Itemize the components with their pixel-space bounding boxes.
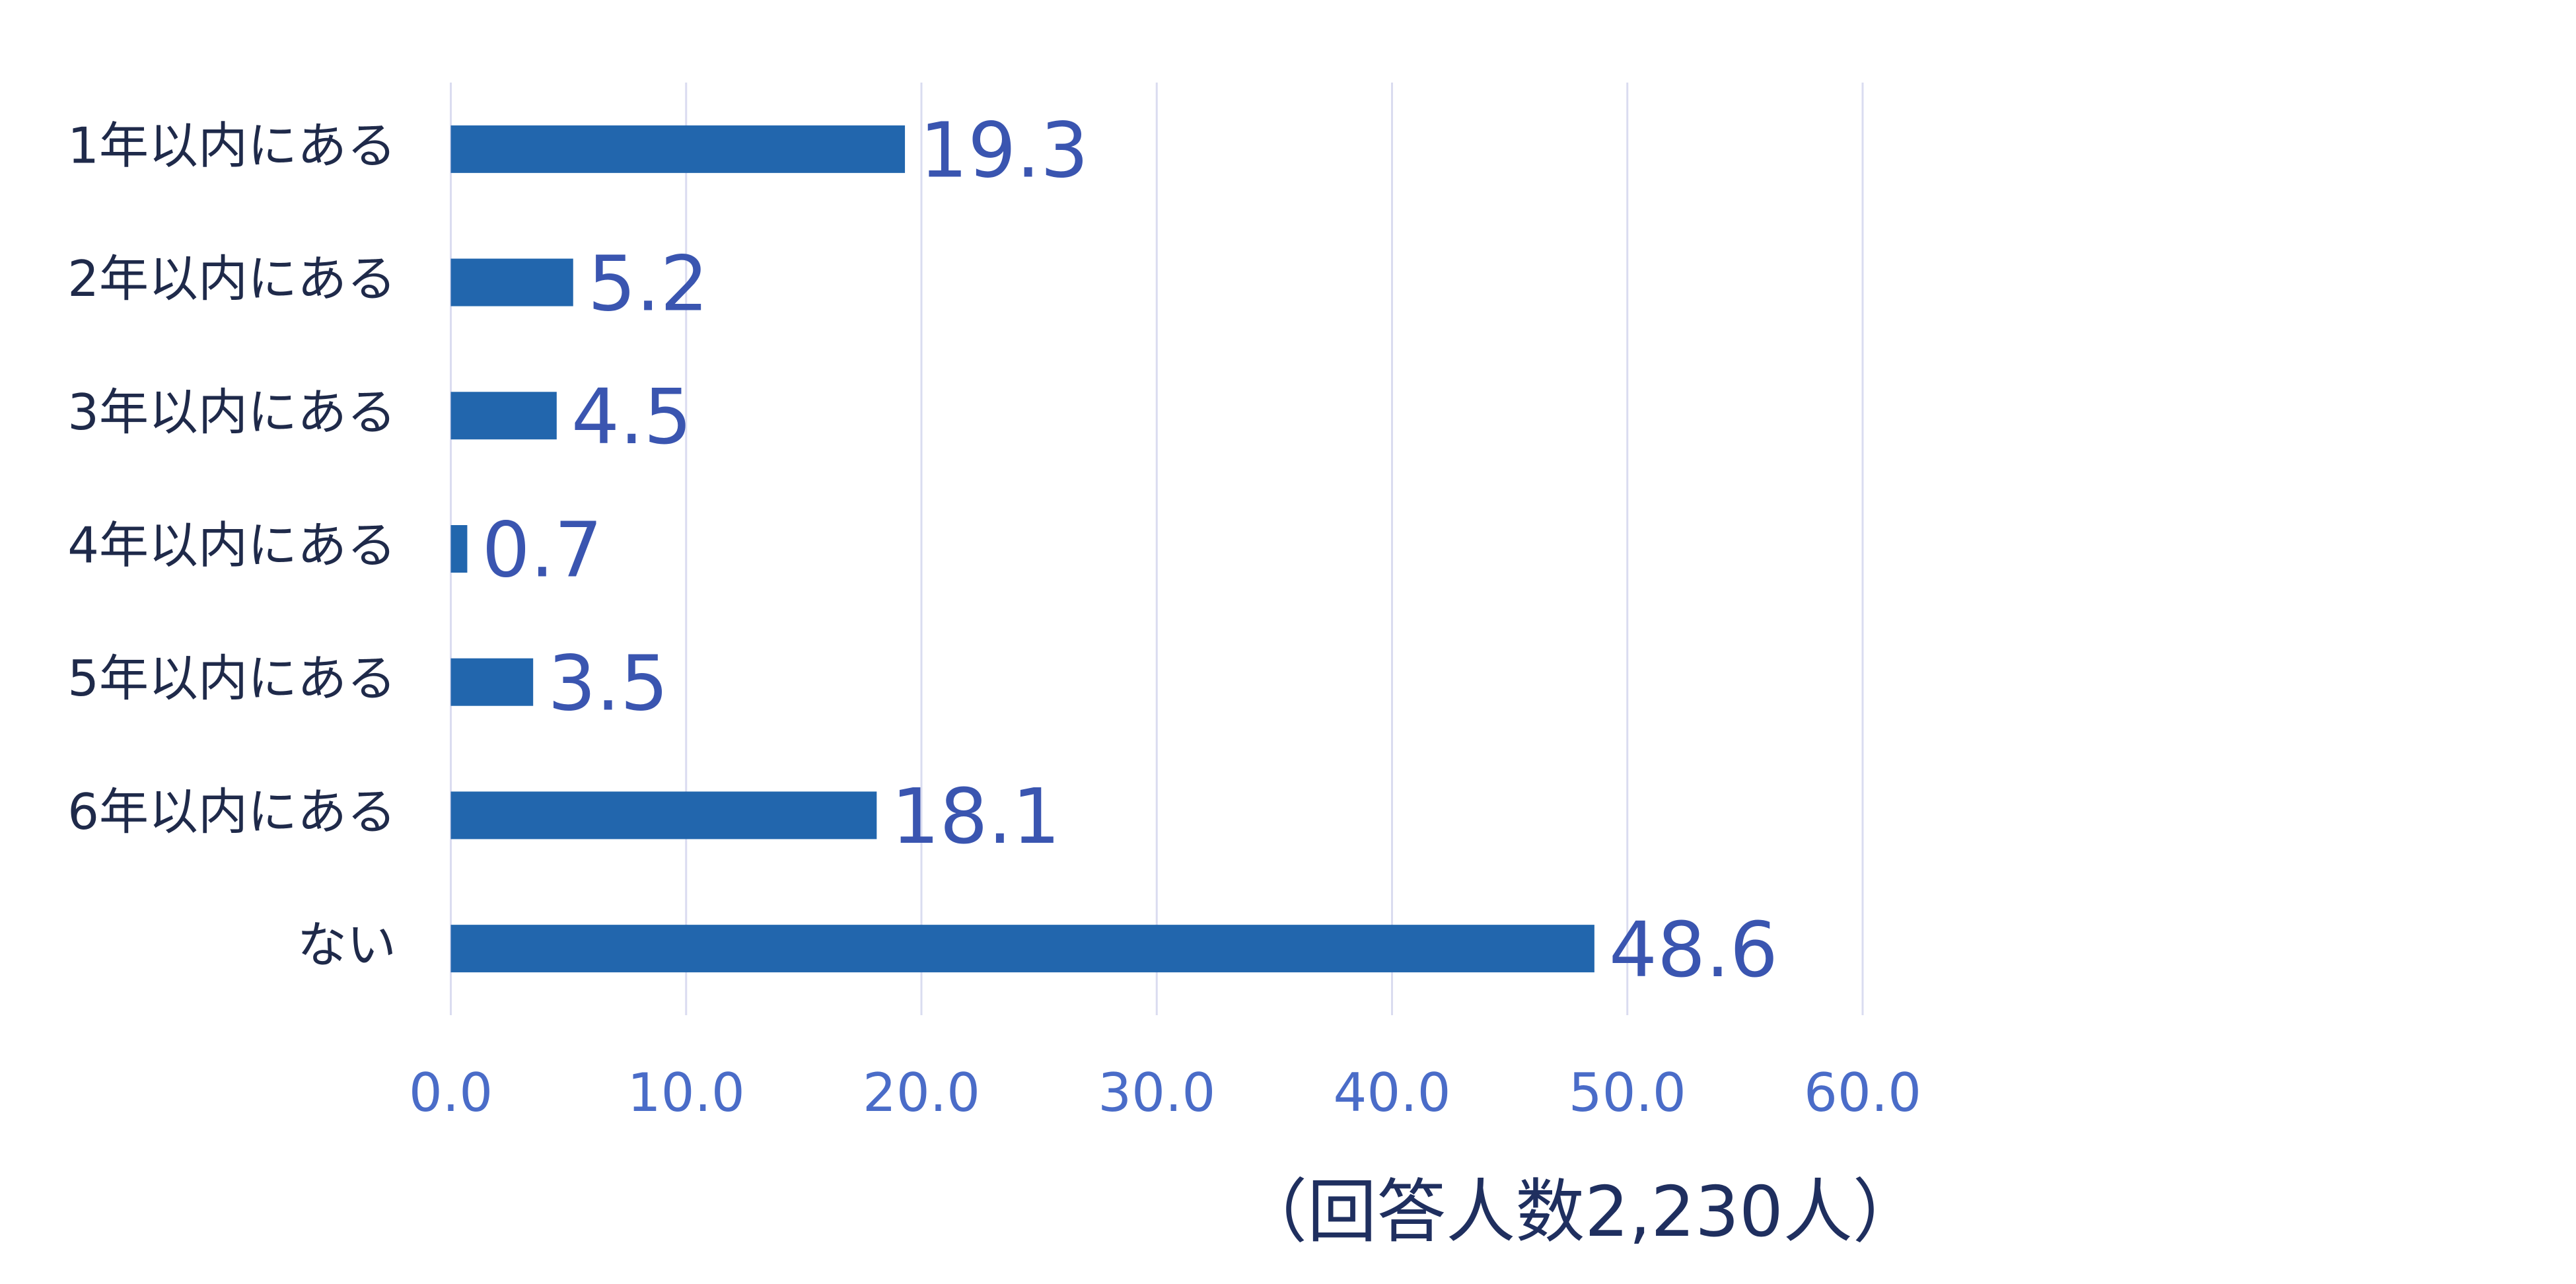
value-label: 4.5 (571, 373, 692, 462)
y-tick-label: 2年以内にある (67, 250, 396, 308)
y-tick-label: 4年以内にある (67, 517, 396, 575)
y-tick-label: 5年以内にある (67, 649, 396, 707)
x-tick-label: 30.0 (1098, 1062, 1215, 1124)
value-label: 5.2 (588, 240, 709, 328)
y-tick-label: ない (297, 916, 396, 974)
respondent-note: （回答人数2,230人） (1238, 1172, 1922, 1252)
value-label: 19.3 (919, 107, 1089, 196)
x-tick-label: 50.0 (1569, 1062, 1686, 1124)
bar (450, 658, 534, 706)
y-tick-label: 1年以内にある (67, 116, 396, 174)
x-tick-label: 20.0 (863, 1062, 980, 1124)
bar (450, 125, 906, 173)
value-label: 3.5 (548, 639, 668, 728)
bar (450, 791, 877, 839)
y-tick-label: 3年以内にある (67, 383, 396, 441)
y-tick-label: 6年以内にある (67, 783, 396, 841)
bar (450, 925, 1594, 973)
bar (450, 525, 468, 573)
x-tick-label: 40.0 (1333, 1062, 1450, 1124)
x-tick-label: 0.0 (409, 1062, 493, 1124)
x-tick-label: 10.0 (627, 1062, 745, 1124)
value-label: 48.6 (1609, 906, 1778, 995)
value-label: 0.7 (482, 507, 602, 595)
bar (450, 392, 557, 440)
value-label: 18.1 (891, 773, 1060, 861)
x-tick-label: 60.0 (1804, 1062, 1921, 1124)
bar (450, 258, 573, 306)
